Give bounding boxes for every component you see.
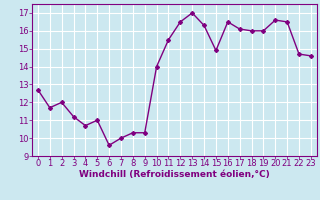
X-axis label: Windchill (Refroidissement éolien,°C): Windchill (Refroidissement éolien,°C) — [79, 170, 270, 179]
